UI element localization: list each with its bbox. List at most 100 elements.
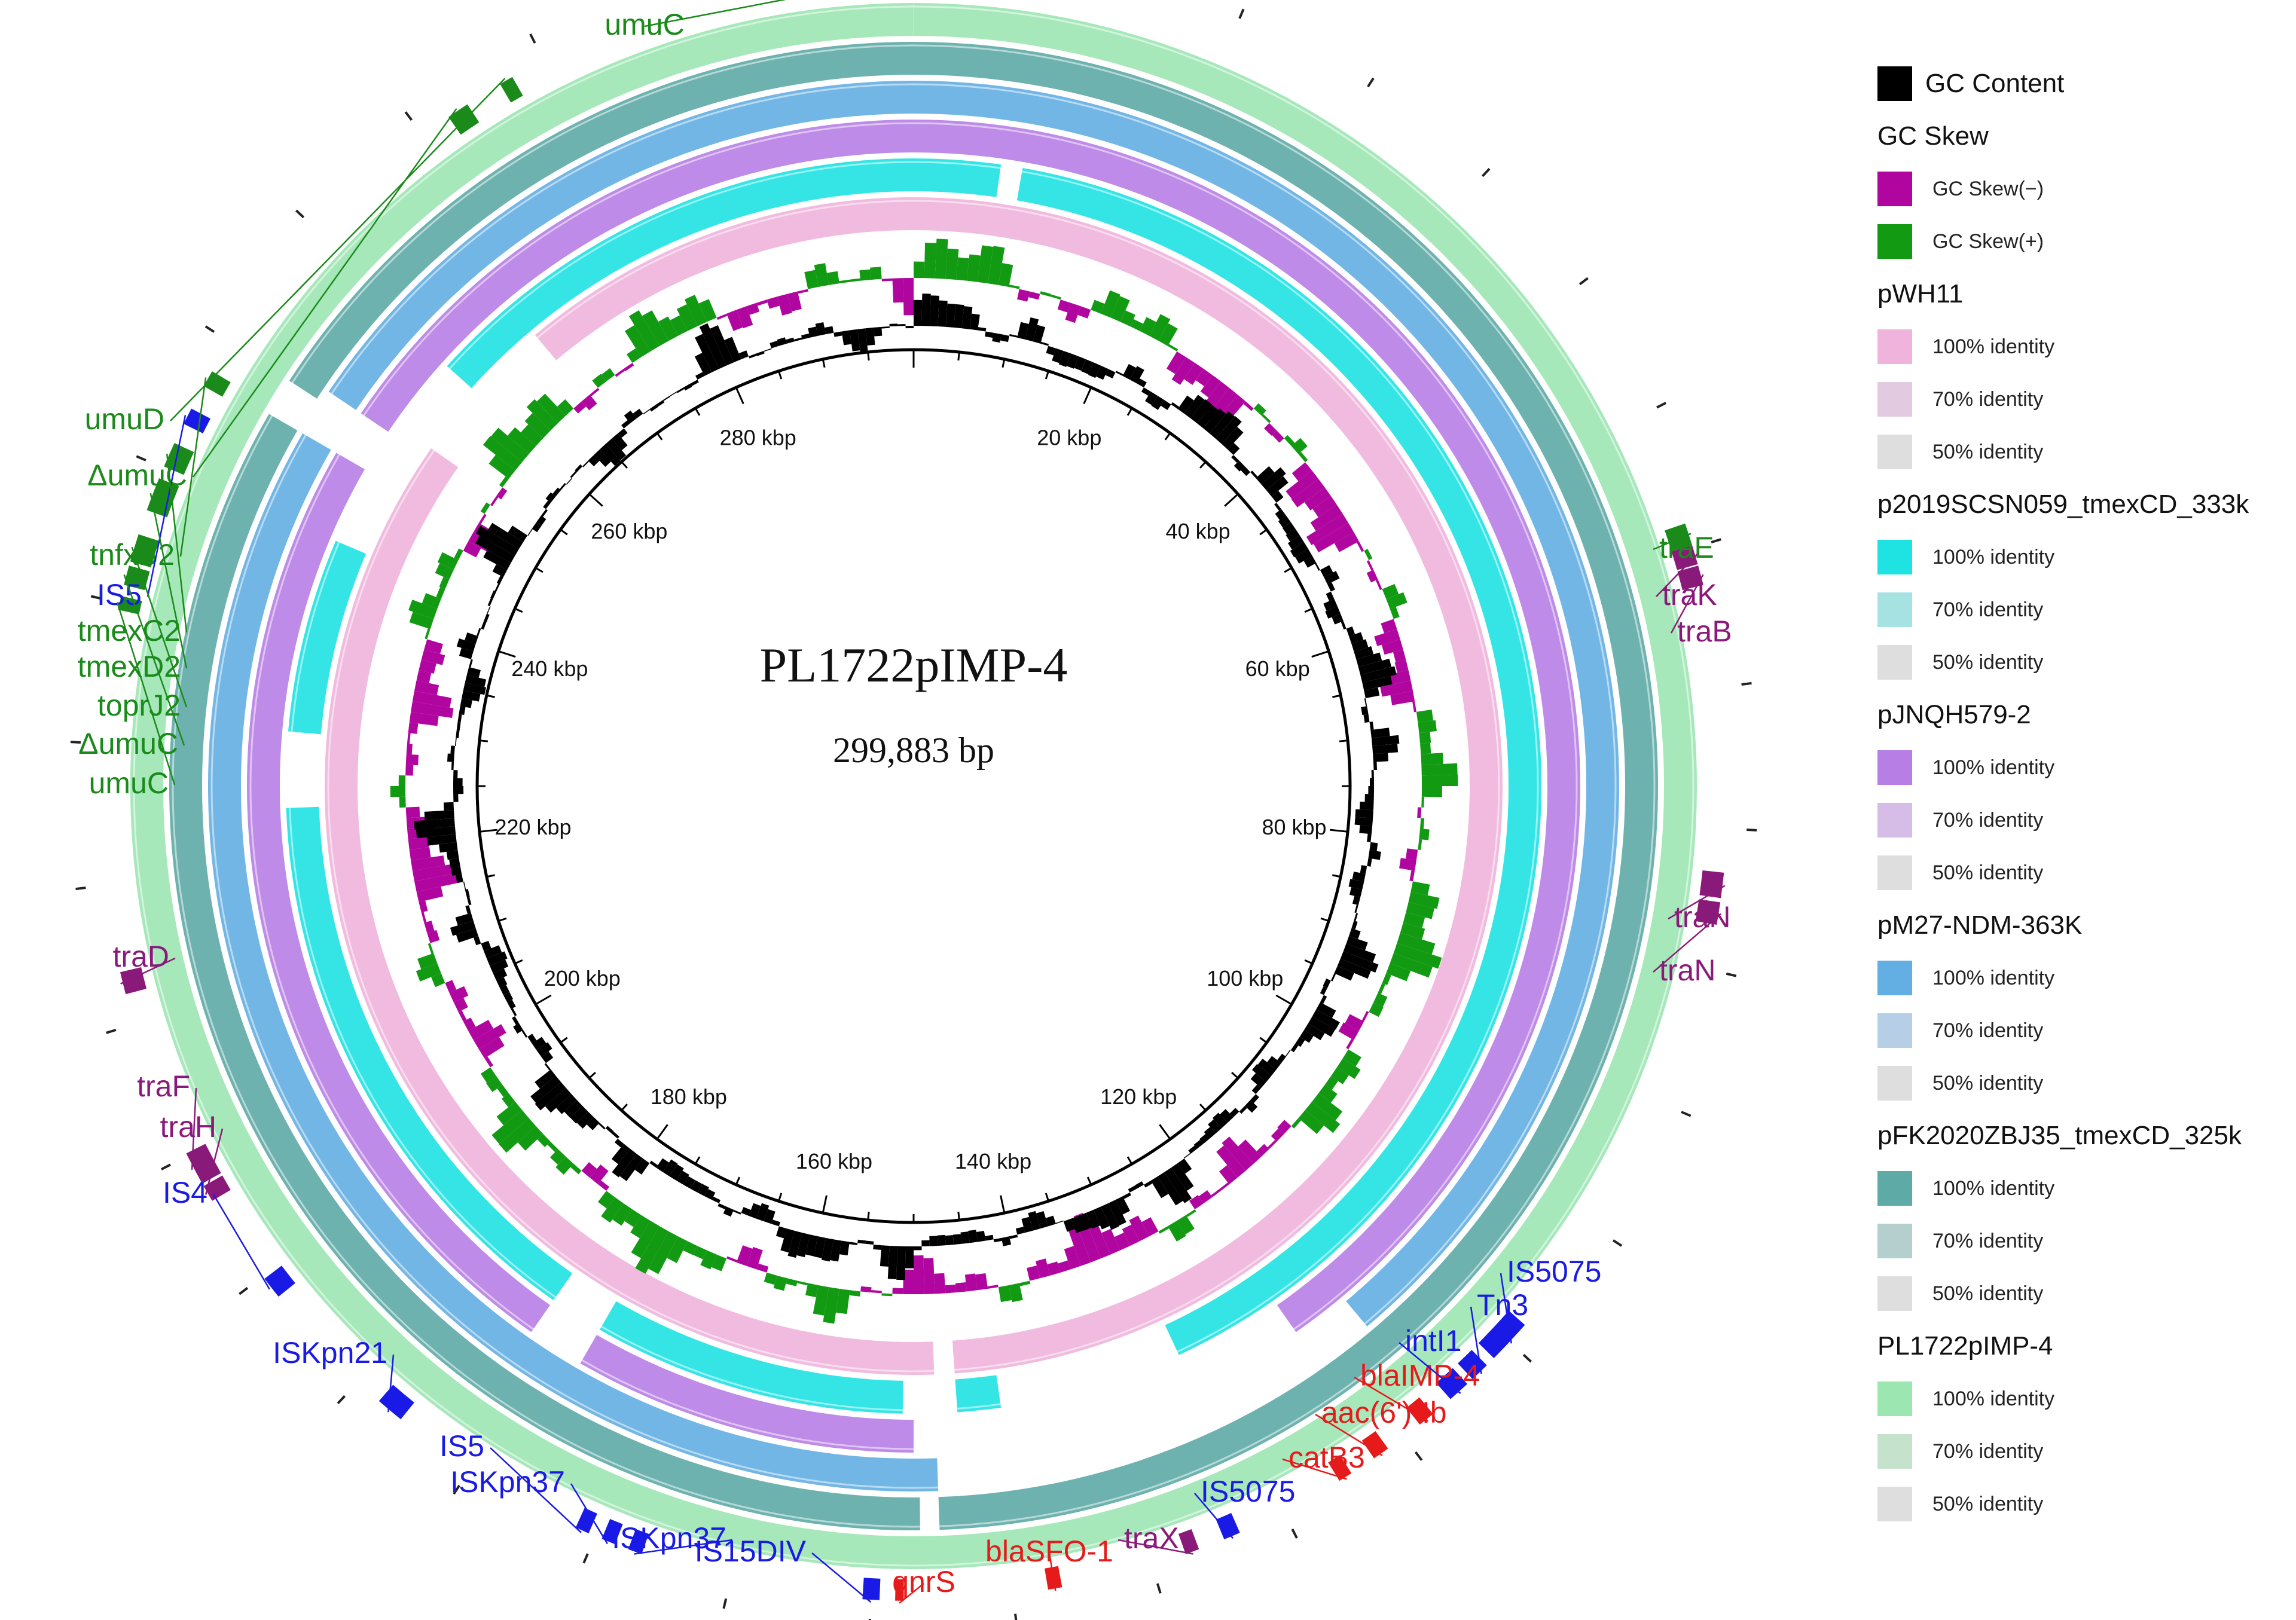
scale-tick-label: 120 kbp [1100, 1084, 1177, 1109]
gc-skew-bar [813, 1285, 829, 1316]
legend-identity-label: 70% identity [1932, 598, 2044, 621]
gene-label-leader [490, 1447, 582, 1533]
gc-content-bar [521, 1030, 528, 1038]
gc-skew-bar [1200, 375, 1221, 398]
gc-skew-bar [797, 289, 809, 294]
gc-content-bar [1359, 825, 1373, 835]
gene-feature-block [203, 1175, 231, 1201]
gc-skew-bar [736, 306, 753, 329]
gc-skew-bar [805, 1283, 819, 1298]
legend-swatch [1877, 803, 1912, 837]
gc-content-bar [1009, 334, 1018, 338]
gene-label: umuC [89, 766, 169, 800]
gc-skew-bar [914, 1255, 924, 1294]
legend-identity-row: 100% identity [1877, 1373, 2284, 1425]
identity-ring-highlight [327, 200, 1500, 1373]
gc-content-bar [624, 410, 637, 424]
scale-tick-label: 280 kbp [720, 425, 796, 450]
gc-content-bar [527, 528, 533, 536]
gc-skew-bar [1310, 505, 1343, 531]
scale-tick-label: 180 kbp [651, 1084, 727, 1109]
identity-ring-segment [169, 414, 920, 1530]
scale-tick [1199, 1104, 1207, 1111]
scale-tick-label: 160 kbp [796, 1149, 872, 1173]
gc-skew-bar [787, 291, 802, 311]
legend-swatch [1877, 1066, 1912, 1101]
gc-skew-bar [1419, 829, 1430, 840]
gc-skew-bar [480, 502, 491, 514]
gene-feature-block [203, 371, 231, 397]
gc-content-bar [465, 632, 478, 644]
legend-gc-skew-neg: GC Skew(−) [1877, 163, 2284, 215]
legend-identity-row: 50% identity [1877, 426, 2284, 478]
gc-content-bar [656, 1158, 670, 1172]
gc-content-bar [465, 889, 470, 898]
gc-skew-bar [490, 496, 499, 506]
gc-content-bar [905, 326, 914, 329]
scale-tick [621, 461, 628, 469]
gc-content-track [414, 294, 1400, 1280]
gc-content-bar [764, 1209, 775, 1224]
gc-content-bar [1360, 865, 1367, 874]
gc-content-bar [1115, 1196, 1131, 1215]
gc-skew-bar [1382, 973, 1391, 985]
gc-skew-bar [517, 1126, 544, 1151]
gc-content-bar [447, 753, 454, 762]
gc-skew-bar [408, 600, 438, 619]
scale-tick [777, 371, 783, 380]
gc-content-bar [446, 850, 459, 860]
identity-ring-segment [535, 197, 914, 360]
gc-content-bar [544, 1063, 551, 1071]
legend-track-name: PL1722pIMP-4 [1877, 1331, 2053, 1361]
gc-content-bar [710, 325, 734, 366]
gc-skew-bar [1122, 1224, 1140, 1246]
gc-content-bar [424, 810, 454, 821]
gene-feature-block [1436, 1368, 1468, 1399]
gc-content-bar [1222, 427, 1244, 450]
gene-label-leader [570, 1483, 608, 1545]
gene-feature-block [186, 1144, 221, 1184]
gc-content-bar [1183, 1153, 1191, 1159]
gc-content-bar [1346, 936, 1368, 950]
scale-tick [694, 408, 701, 416]
gc-skew-bar [1381, 619, 1397, 634]
gc-content-bar [1015, 1227, 1025, 1235]
gc-skew-bar [839, 279, 850, 284]
gc-skew-bar [903, 1269, 914, 1294]
gc-content-bar [1308, 1016, 1336, 1037]
gc-content-bar [669, 391, 677, 397]
outer-tick [582, 1553, 589, 1564]
gc-skew-bar [1058, 1260, 1071, 1273]
gc-skew-bar [683, 1241, 698, 1255]
legend-identity-row: 100% identity [1877, 741, 2284, 794]
gene-feature-block [164, 443, 194, 475]
legend-identity-label: 70% identity [1932, 1229, 2044, 1252]
gc-content-bar [1216, 416, 1242, 444]
legend-gc-skew-title: GC Skew [1877, 110, 2284, 163]
gc-skew-bar [746, 302, 760, 315]
gc-content-bar [683, 1176, 695, 1189]
gc-skew-bar [881, 1293, 893, 1297]
gc-content-bar [453, 770, 458, 778]
scale-tick [1002, 359, 1006, 368]
gc-skew-bar [1330, 1067, 1349, 1084]
gc-skew-bar [416, 887, 444, 903]
gc-content-bar [536, 515, 546, 526]
gc-content-bar [1135, 1181, 1144, 1189]
gc-skew-bar [1394, 659, 1409, 673]
gc-skew-bar [592, 374, 607, 388]
gc-content-bar [1323, 598, 1338, 611]
gc-content-bar [1063, 1218, 1075, 1232]
gc-content-bar [1287, 535, 1304, 550]
gc-content-bar [611, 1131, 620, 1139]
outer-tick [1741, 681, 1752, 686]
gc-content-bar [961, 306, 973, 329]
gc-skew-bar [581, 1161, 597, 1178]
gc-skew-bar [1277, 1120, 1292, 1134]
gc-skew-bar [914, 261, 925, 279]
gc-content-bar [1071, 1215, 1085, 1233]
gc-content-bar [599, 444, 621, 466]
legend-track-title: p2019SCSN059_tmexCD_333k [1877, 478, 2284, 531]
gc-skew-bar [412, 863, 459, 882]
gc-content-bar [451, 762, 454, 771]
